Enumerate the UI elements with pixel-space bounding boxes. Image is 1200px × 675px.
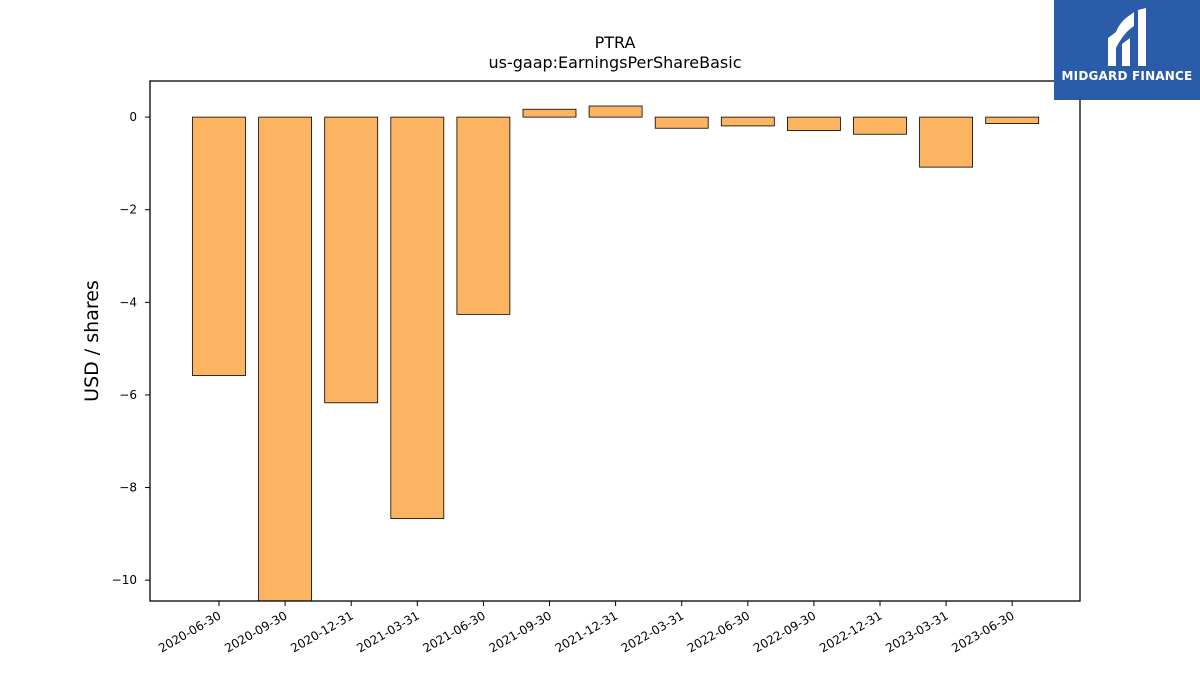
x-tick-label: 2021-03-31 bbox=[354, 608, 421, 655]
x-tick-label: 2020-09-30 bbox=[222, 608, 289, 655]
bar-2021-12-31 bbox=[588, 105, 643, 118]
brand-logo: MIDGARD FINANCE bbox=[1054, 0, 1200, 100]
x-tick-label: 2021-09-30 bbox=[487, 608, 554, 655]
x-tick-label: 2023-03-31 bbox=[883, 608, 950, 655]
bar-2020-06-30 bbox=[192, 116, 246, 376]
x-tick-label: 2020-06-30 bbox=[156, 608, 223, 655]
bar-2022-03-31 bbox=[654, 116, 709, 129]
y-axis: 0 −2 −4 −6 −8 −10 bbox=[112, 110, 150, 587]
x-tick-label: 2022-12-31 bbox=[817, 608, 884, 655]
bar-2021-09-30 bbox=[522, 108, 577, 118]
bar-2020-09-30 bbox=[258, 116, 313, 602]
bar-2022-06-30 bbox=[720, 116, 775, 127]
x-tick-label: 2020-12-31 bbox=[288, 608, 355, 655]
y-tick-label: 0 bbox=[129, 110, 137, 124]
x-tick-label: 2021-06-30 bbox=[420, 608, 487, 655]
bars-group bbox=[192, 105, 1040, 602]
bar-2022-09-30 bbox=[787, 116, 841, 131]
x-tick-label: 2021-12-31 bbox=[553, 608, 620, 655]
bar-2022-12-31 bbox=[853, 116, 907, 135]
bar-2021-03-31 bbox=[390, 116, 445, 519]
chart-title: PTRA bbox=[595, 33, 636, 52]
midgard-logo-icon bbox=[1108, 8, 1146, 66]
bar-2020-12-31 bbox=[324, 116, 379, 404]
x-axis: 2020-06-302020-09-302020-12-312021-03-31… bbox=[156, 601, 1017, 655]
bar-2023-03-31 bbox=[919, 116, 973, 168]
y-tick-label: −10 bbox=[112, 573, 137, 587]
bar-2021-06-30 bbox=[456, 116, 511, 315]
plot-frame bbox=[149, 80, 1081, 602]
x-tick-label: 2022-06-30 bbox=[685, 608, 752, 655]
bar-2023-06-30 bbox=[985, 116, 1040, 125]
x-tick-label: 2023-06-30 bbox=[949, 608, 1016, 655]
y-tick-label: −4 bbox=[119, 295, 137, 309]
brand-name: MIDGARD FINANCE bbox=[1061, 69, 1193, 83]
y-axis-label: USD / shares bbox=[81, 280, 103, 402]
y-tick-label: −2 bbox=[119, 203, 137, 217]
chart-subtitle: us-gaap:EarningsPerShareBasic bbox=[488, 53, 741, 72]
x-tick-label: 2022-09-30 bbox=[751, 608, 818, 655]
y-tick-label: −6 bbox=[119, 388, 137, 402]
y-tick-label: −8 bbox=[119, 481, 137, 495]
x-tick-label: 2022-03-31 bbox=[619, 608, 686, 655]
